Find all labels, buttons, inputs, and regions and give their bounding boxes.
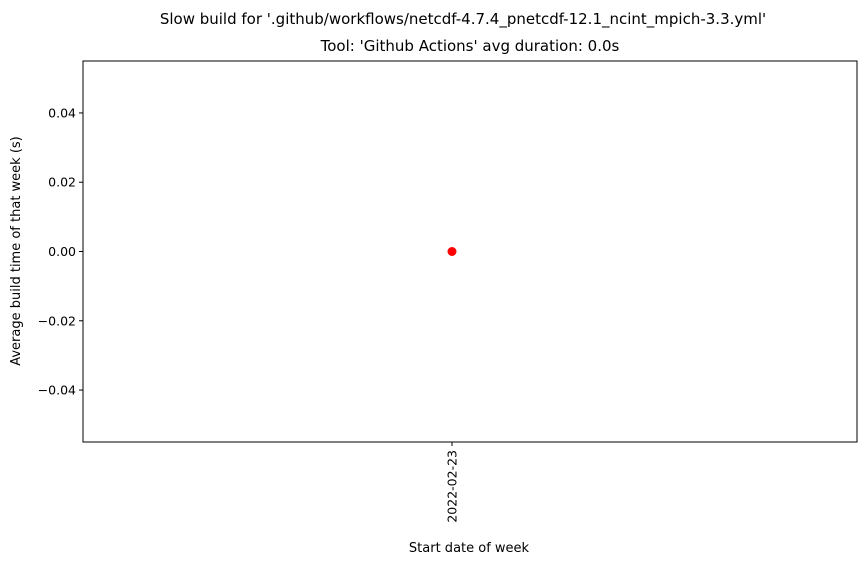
y-tick-label: 0.02 — [48, 175, 76, 190]
x-tick-label: 2022-02-23 — [445, 450, 460, 523]
y-tick-label: −0.04 — [38, 383, 76, 398]
x-axis-label: Start date of week — [409, 541, 530, 556]
y-axis-label: Average build time of that week (s) — [9, 136, 24, 366]
chart-suptitle: Slow build for '.github/workflows/netcdf… — [160, 10, 766, 29]
chart-title: Tool: 'Github Actions' avg duration: 0.0… — [320, 37, 620, 55]
plot-area — [82, 60, 858, 443]
data-points — [447, 247, 457, 256]
y-tick-label: 0.00 — [48, 244, 76, 259]
data-point — [447, 247, 457, 256]
y-tick-label: 0.04 — [48, 105, 76, 120]
y-axis-ticks: −0.04 −0.02 0.00 0.02 0.04 — [38, 105, 83, 398]
y-tick-label: −0.02 — [38, 313, 76, 328]
x-axis-ticks: 2022-02-23 — [445, 442, 460, 523]
